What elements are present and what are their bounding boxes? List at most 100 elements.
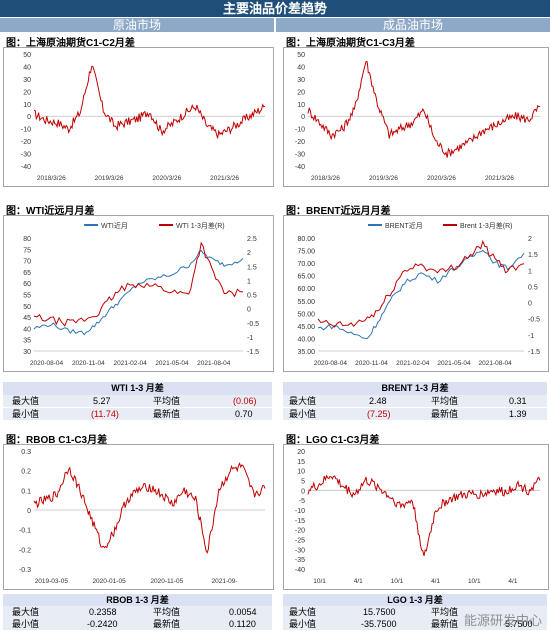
- stats-latest-label: 最新值: [153, 619, 181, 629]
- stats-title-lgo: LGO 1-3 月差: [283, 594, 547, 607]
- y-tick-label: 80.00: [297, 236, 315, 243]
- y-tick-label: 0: [301, 488, 305, 495]
- stats-row-wti-1: 最大值 5.27 平均值 (0.06): [3, 395, 272, 407]
- stats-max-label: 最大值: [12, 396, 40, 406]
- y-tick-label: -30: [295, 152, 305, 159]
- series-line: [317, 249, 525, 340]
- y-tick-label: -20: [295, 528, 305, 535]
- chart-panel-sh-c1c3: 50 40 30 20 10 0 -10 -20 -30 -40 2018/3/26 2019/3/2…: [283, 47, 549, 187]
- y-tick-label: -30: [21, 152, 31, 159]
- stats-min-label: 最小值: [12, 409, 40, 419]
- y-tick-label: 40.00: [297, 336, 315, 343]
- y-tick-label: 80: [23, 236, 31, 243]
- stats-max-label: 最大值: [289, 396, 317, 406]
- series-line: [307, 474, 541, 557]
- y-tick-label: 55: [23, 293, 31, 300]
- y2-tick-label: 2.5: [247, 236, 257, 243]
- chart-panel-rbob: 0.3 0.2 0.1 0 -0.1 -0.2 -0.3 2019-03-05 2020-01-…: [3, 444, 274, 590]
- stats-min-label: 最小值: [12, 619, 40, 629]
- stats-avg-value: (0.06): [233, 396, 257, 406]
- stats-avg-label: 平均值: [153, 607, 181, 617]
- y-tick-label: 75: [23, 247, 31, 254]
- stats-table-brent: BRENT 1-3 月差 最大值 2.48 平均值 0.31 最小值 (7.25…: [283, 382, 547, 420]
- y-tick-label: -40: [21, 164, 31, 171]
- y-tick-label: 45: [23, 315, 31, 322]
- stats-latest-label: 最新值: [431, 409, 459, 419]
- stats-latest-label: 最新值: [431, 619, 459, 629]
- x-tick-label: 2021-02-04: [396, 360, 430, 367]
- y-tick-label: 0.1: [21, 488, 31, 495]
- y-tick-label: -20: [295, 139, 305, 146]
- x-tick-label: 4/1: [354, 578, 363, 585]
- stats-min-value: -0.2420: [87, 619, 118, 629]
- y-tick-label: -40: [295, 567, 305, 574]
- y-tick-label: 70.00: [297, 261, 315, 268]
- stats-latest-value: 1.39: [509, 409, 527, 419]
- series-line: [33, 241, 243, 327]
- y-tick-label: 20: [297, 449, 305, 456]
- stats-table-rbob: RBOB 1-3 月差 最大值 0.2358 平均值 0.0054 最小值 -0…: [3, 594, 272, 631]
- chart-title-lgo: 图：LGO C1-C3月差: [286, 435, 380, 446]
- stats-max-value: 15.7500: [363, 607, 396, 617]
- y-tick-label: 70: [23, 259, 31, 266]
- chart-brent: 80.00 75.00 70.00 65.00 60.00 55.00 50.00 45.00…: [297, 221, 540, 367]
- stats-min-label: 最小值: [289, 409, 317, 419]
- stats-latest-value: 5.7500: [505, 619, 533, 629]
- x-tick-label: 2020-01-05: [92, 578, 126, 585]
- stats-row-rbob-1: 最大值 0.2358 平均值 0.0054: [3, 606, 272, 618]
- y-tick-label: -20: [21, 139, 31, 146]
- y-tick-label: 0.3: [21, 449, 31, 456]
- y-tick-label: -5: [299, 498, 305, 505]
- y-tick-label: -10: [295, 127, 305, 134]
- x-tick-label: 10/1: [391, 578, 404, 585]
- y-tick-label: -10: [21, 127, 31, 134]
- x-tick-label: 2020-08-04: [314, 360, 348, 367]
- legend-label: WTI 1-3月差(R): [176, 221, 225, 230]
- y2-tick-label: 2: [247, 250, 251, 257]
- y-tick-label: 50: [23, 304, 31, 311]
- legend-label: WTI近月: [101, 221, 128, 230]
- x-tick-label: 2021/3/26: [485, 175, 514, 182]
- series-line: [33, 462, 266, 554]
- y-tick-label: 40: [297, 64, 305, 71]
- stats-table-wti: WTI 1-3 月差 最大值 5.27 平均值 (0.06) 最小值 (11.7…: [3, 382, 272, 420]
- x-tick-label: 2020-11-04: [72, 360, 105, 367]
- y-tick-label: 40: [23, 64, 31, 71]
- x-tick-label: 2021-05-04: [155, 360, 189, 367]
- x-tick-label: 2021-05-04: [437, 360, 471, 367]
- stats-max-label: 最大值: [12, 607, 40, 617]
- legend-label: BRENT近月: [385, 221, 423, 230]
- x-tick-label: 10/1: [468, 578, 481, 585]
- stats-row-wti-2: 最小值 (11.74) 最新值 0.70: [3, 408, 272, 420]
- x-tick-label: 2021/3/26: [210, 175, 239, 182]
- stats-row-lgo-2: 最小值 -35.7500 最新值 5.7500: [283, 618, 547, 630]
- series-line: [33, 65, 266, 139]
- series-line: [33, 249, 244, 336]
- y2-tick-label: -0.5: [528, 317, 540, 324]
- chart-lgo: 20 15 10 5 0 -5 -10 -15 -20 -25 -30 -35 -40 10/1 4/1 10…: [295, 449, 541, 585]
- stats-max-value: 0.2358: [89, 607, 117, 617]
- y-tick-label: 5: [301, 479, 305, 486]
- y2-tick-label: -1.5: [247, 349, 259, 356]
- y-tick-label: 10: [297, 469, 305, 476]
- y-tick-label: -30: [295, 547, 305, 554]
- x-tick-label: 2020-08-04: [30, 360, 64, 367]
- y2-tick-label: 0.5: [528, 284, 538, 291]
- y-tick-label: 50: [297, 52, 305, 59]
- y-tick-label: 15: [297, 459, 305, 466]
- y2-tick-label: -0.5: [247, 321, 259, 328]
- y-tick-label: -0.3: [19, 567, 31, 574]
- stats-min-value: -35.7500: [361, 619, 397, 629]
- y2-tick-label: 0: [247, 307, 251, 314]
- y-tick-label: 0: [301, 114, 305, 121]
- x-tick-label: 2019/3/26: [95, 175, 124, 182]
- x-tick-label: 4/1: [508, 578, 517, 585]
- stats-row-lgo-1: 最大值 15.7500 平均值: [283, 606, 547, 618]
- stats-avg-label: 平均值: [431, 396, 459, 406]
- series-line: [317, 239, 525, 328]
- y-tick-label: 10: [23, 102, 31, 109]
- legend-label: Brent 1-3月差(R): [460, 221, 513, 230]
- y2-tick-label: 2: [528, 236, 532, 243]
- y-tick-label: 20: [297, 89, 305, 96]
- y-tick-label: -15: [295, 518, 305, 525]
